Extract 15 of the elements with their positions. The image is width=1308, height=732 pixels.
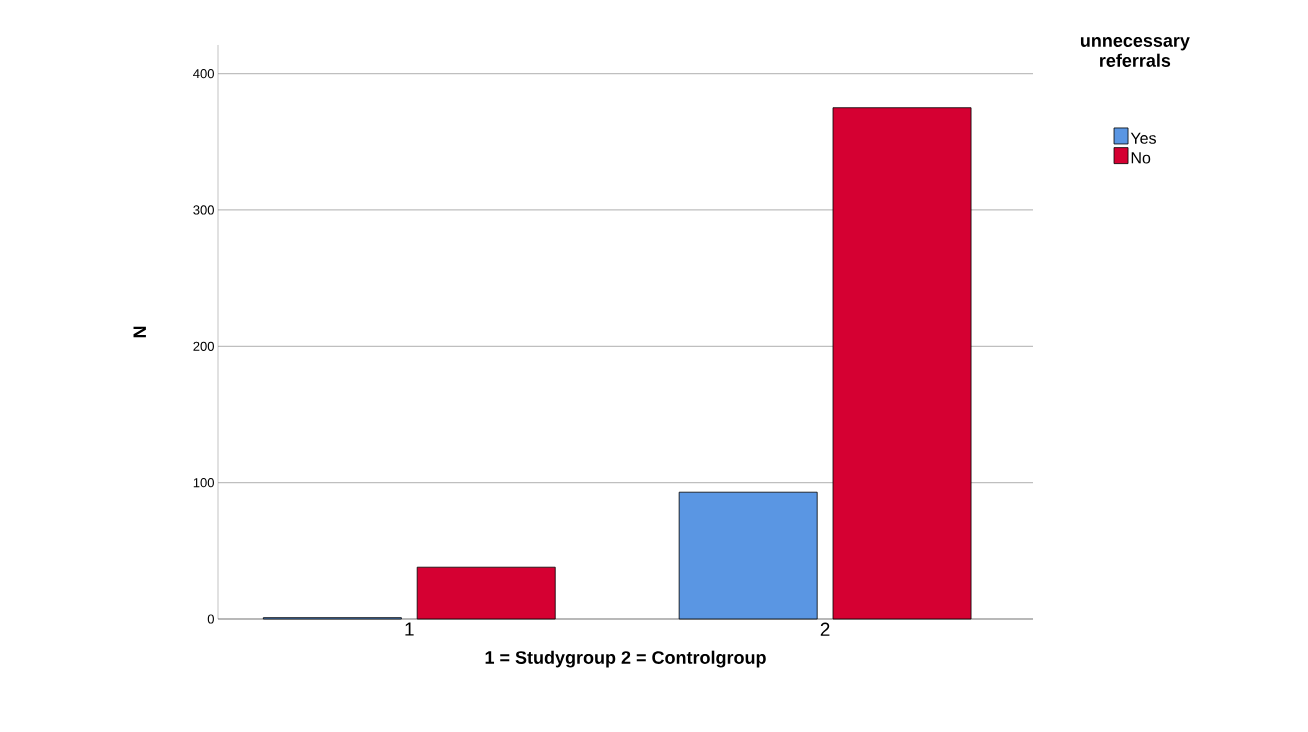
legend-label: Yes xyxy=(1130,132,1156,144)
legend-label: No xyxy=(1131,152,1151,164)
x-axis-title: 1 = Studygroup 2 = Controlgroup xyxy=(485,650,766,668)
y-axis-title: N xyxy=(133,326,146,338)
y-tick-label: 100 xyxy=(193,478,214,488)
bar xyxy=(416,566,556,620)
x-tick-label: 2 xyxy=(820,622,830,636)
bar xyxy=(678,491,818,620)
bar xyxy=(832,107,972,620)
y-tick-label: 0 xyxy=(207,614,214,624)
y-tick-label: 200 xyxy=(193,341,214,351)
legend-title: unnecessary referrals xyxy=(1080,37,1190,67)
x-tick-label: 1 xyxy=(405,622,414,636)
y-tick-label: 300 xyxy=(193,205,214,215)
y-tick-label: 400 xyxy=(193,69,214,79)
